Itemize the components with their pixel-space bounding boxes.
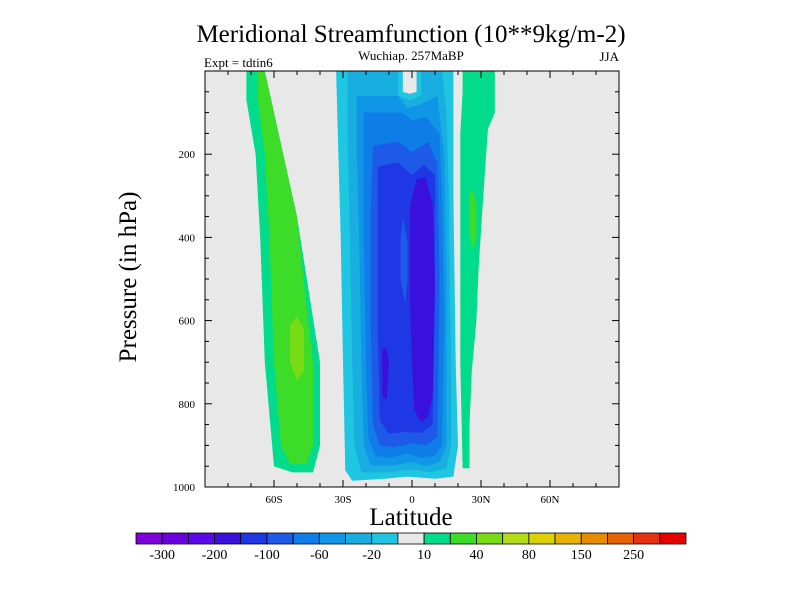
colorbar-swatch	[214, 532, 242, 545]
colorbar-swatch	[423, 532, 451, 545]
colorbar-swatch	[580, 532, 608, 545]
colorbar-swatch	[397, 532, 425, 545]
colorbar-swatch	[187, 532, 215, 545]
colorbar-swatch	[502, 532, 530, 545]
y-tick-label: 600	[179, 316, 196, 328]
x-tick-label: 60S	[265, 494, 282, 506]
colorbar-label: -100	[254, 548, 280, 563]
contour-hadley-7	[409, 177, 435, 423]
colorbar-label: -200	[202, 548, 228, 563]
colorbar-swatch	[633, 532, 661, 545]
colorbar-label: -20	[362, 548, 381, 563]
colorbar-swatch	[449, 532, 477, 545]
colorbar-swatch	[240, 532, 268, 545]
colorbar-swatch	[292, 532, 320, 545]
y-tick-label: 400	[179, 232, 196, 244]
x-tick-label: 0	[409, 494, 415, 506]
colorbar-swatch	[135, 532, 163, 545]
colorbar-label: 10	[417, 548, 431, 563]
contour-nh-cell-outer	[460, 71, 495, 469]
colorbar-swatch	[318, 532, 346, 545]
y-axis-ticks: 200 400 600 800 1000	[173, 91, 619, 494]
contour-sh-streak	[382, 347, 389, 400]
colorbar-swatch	[345, 532, 373, 545]
x-axis-ticks: 60S 30S 0 30N 60N	[227, 71, 597, 506]
colorbar-swatch	[554, 532, 582, 545]
x-axis-label: Latitude	[369, 504, 452, 531]
x-tick-label: 30N	[472, 494, 491, 506]
colorbar-label: 250	[623, 548, 644, 563]
chart-subtitle: Wuchiap. 257MaBP	[358, 48, 464, 63]
y-tick-label: 800	[179, 399, 196, 411]
contour-nh-cell-inner	[469, 187, 477, 250]
colorbar-label: 80	[522, 548, 536, 563]
colorbar-label: -300	[149, 548, 175, 563]
contour-equator-tongue	[400, 216, 408, 304]
contour-sh-cell-core	[290, 316, 304, 381]
left-annotation: Expt = tdtin6	[204, 55, 273, 70]
x-tick-label: 60N	[541, 494, 560, 506]
y-axis-label: Pressure (in hPa)	[115, 192, 142, 363]
contour-regions	[246, 71, 495, 481]
colorbar-swatch	[659, 532, 687, 545]
chart-title: Meridional Streamfunction (10**9kg/m-2)	[196, 21, 625, 48]
colorbar-swatch	[161, 532, 189, 545]
colorbar-swatch	[476, 532, 504, 545]
x-tick-label: 30S	[334, 494, 351, 506]
colorbar	[135, 532, 687, 545]
colorbar-swatch	[528, 532, 556, 545]
colorbar-label: 40	[469, 548, 483, 563]
colorbar-labels: -300 -200 -100 -60 -20 10 40 80 150 250	[149, 548, 644, 563]
y-tick-label: 200	[179, 149, 196, 161]
right-annotation: JJA	[599, 49, 619, 64]
colorbar-label: -60	[310, 548, 329, 563]
y-tick-label: 1000	[173, 482, 196, 494]
colorbar-swatch	[266, 532, 294, 545]
colorbar-swatch	[371, 532, 399, 545]
colorbar-swatch	[607, 532, 635, 545]
colorbar-label: 150	[571, 548, 592, 563]
